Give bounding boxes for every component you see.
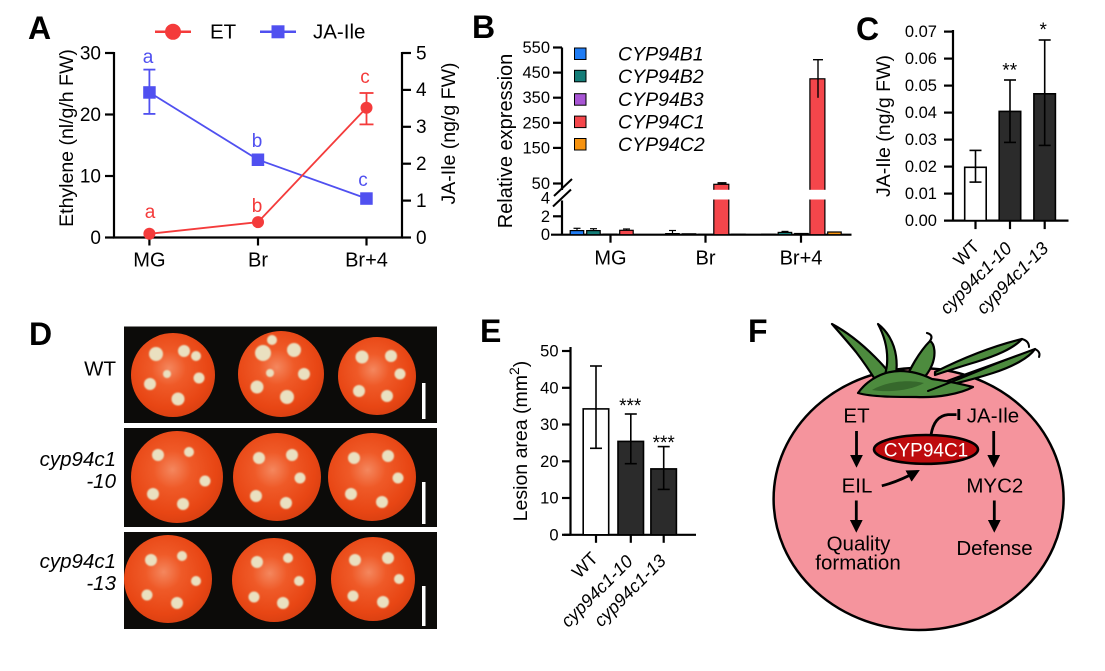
svg-text:cyp94c1: cyp94c1 bbox=[40, 448, 116, 471]
svg-text:ET: ET bbox=[210, 21, 237, 44]
svg-text:0.04: 0.04 bbox=[905, 104, 937, 122]
svg-text:0: 0 bbox=[416, 228, 427, 249]
svg-text:4: 4 bbox=[416, 80, 427, 101]
svg-text:0.05: 0.05 bbox=[905, 77, 937, 95]
svg-text:ET: ET bbox=[843, 405, 870, 428]
svg-text:0.01: 0.01 bbox=[905, 185, 937, 203]
svg-text:0: 0 bbox=[549, 526, 558, 544]
svg-text:Br+4: Br+4 bbox=[345, 250, 388, 272]
svg-text:Br: Br bbox=[248, 250, 268, 272]
svg-text:5: 5 bbox=[416, 43, 427, 64]
svg-text:CYP94B1: CYP94B1 bbox=[618, 44, 704, 66]
svg-text:10: 10 bbox=[80, 166, 101, 187]
svg-text:30: 30 bbox=[540, 416, 558, 434]
svg-text:4: 4 bbox=[541, 189, 550, 207]
svg-text:3: 3 bbox=[416, 117, 427, 138]
svg-text:a: a bbox=[143, 47, 154, 68]
svg-text:JA-Ile (ng/g FW): JA-Ile (ng/g FW) bbox=[438, 63, 460, 205]
svg-text:30: 30 bbox=[80, 43, 101, 64]
svg-text:CYP94B3: CYP94B3 bbox=[618, 89, 704, 111]
svg-text:Br+4: Br+4 bbox=[780, 248, 823, 270]
svg-text:450: 450 bbox=[522, 64, 550, 82]
svg-text:MG: MG bbox=[594, 248, 626, 270]
svg-text:-10: -10 bbox=[86, 470, 116, 493]
svg-text:b: b bbox=[252, 196, 263, 217]
svg-text:CYP94C1: CYP94C1 bbox=[884, 441, 969, 462]
svg-text:JA-Ile: JA-Ile bbox=[313, 21, 365, 44]
svg-text:JA-Ile: JA-Ile bbox=[967, 405, 1019, 428]
svg-text:JA-Ile (ng/g FW): JA-Ile (ng/g FW) bbox=[873, 55, 895, 197]
svg-text:10: 10 bbox=[540, 490, 558, 508]
svg-text:CYP94C1: CYP94C1 bbox=[618, 112, 705, 134]
svg-text:formation: formation bbox=[815, 552, 900, 575]
svg-text:350: 350 bbox=[522, 89, 550, 107]
svg-text:E: E bbox=[480, 313, 501, 349]
svg-text:0.00: 0.00 bbox=[905, 212, 937, 230]
svg-text:-13: -13 bbox=[86, 572, 116, 595]
svg-text:0.06: 0.06 bbox=[905, 50, 937, 68]
svg-text:2: 2 bbox=[541, 208, 550, 226]
svg-text:250: 250 bbox=[522, 114, 550, 132]
svg-text:F: F bbox=[748, 313, 768, 349]
svg-text:0.02: 0.02 bbox=[905, 158, 937, 176]
svg-text:***: *** bbox=[619, 396, 642, 417]
svg-text:WT: WT bbox=[84, 358, 116, 381]
svg-text:MYC2: MYC2 bbox=[966, 475, 1023, 498]
svg-text:50: 50 bbox=[540, 343, 558, 361]
svg-text:c: c bbox=[360, 67, 370, 88]
svg-text:**: ** bbox=[1002, 60, 1017, 81]
svg-text:0: 0 bbox=[90, 228, 101, 249]
svg-text:Lesion area (mm2): Lesion area (mm2) bbox=[506, 361, 532, 522]
svg-text:150: 150 bbox=[522, 139, 550, 157]
svg-text:MG: MG bbox=[133, 250, 165, 272]
svg-text:CYP94B2: CYP94B2 bbox=[618, 66, 704, 88]
svg-text:1: 1 bbox=[416, 191, 427, 212]
svg-text:Br: Br bbox=[696, 248, 716, 270]
svg-text:D: D bbox=[29, 316, 52, 352]
svg-text:A: A bbox=[28, 10, 51, 46]
svg-text:Defense: Defense bbox=[956, 537, 1032, 560]
svg-text:40: 40 bbox=[540, 379, 558, 397]
svg-text:CYP94C2: CYP94C2 bbox=[618, 134, 705, 156]
svg-text:Relative expression: Relative expression bbox=[495, 54, 517, 229]
svg-text:Ethylene (nl/g/h FW): Ethylene (nl/g/h FW) bbox=[56, 49, 78, 227]
svg-text:***: *** bbox=[653, 433, 676, 454]
svg-text:B: B bbox=[472, 9, 495, 45]
svg-text:20: 20 bbox=[540, 453, 558, 471]
svg-text:0.03: 0.03 bbox=[905, 131, 937, 149]
svg-text:EIL: EIL bbox=[842, 475, 873, 498]
svg-text:2: 2 bbox=[416, 154, 427, 175]
svg-text:b: b bbox=[252, 131, 263, 152]
svg-text:Quality: Quality bbox=[827, 533, 892, 556]
svg-text:cyp94c1: cyp94c1 bbox=[40, 550, 116, 573]
svg-text:0.07: 0.07 bbox=[905, 23, 937, 41]
svg-text:c: c bbox=[358, 170, 368, 191]
svg-text:*: * bbox=[1039, 20, 1047, 41]
svg-text:0: 0 bbox=[541, 226, 550, 244]
svg-text:50: 50 bbox=[532, 175, 550, 193]
svg-text:C: C bbox=[856, 11, 879, 47]
svg-text:550: 550 bbox=[522, 39, 550, 57]
svg-text:20: 20 bbox=[80, 105, 101, 126]
svg-text:a: a bbox=[145, 202, 156, 223]
